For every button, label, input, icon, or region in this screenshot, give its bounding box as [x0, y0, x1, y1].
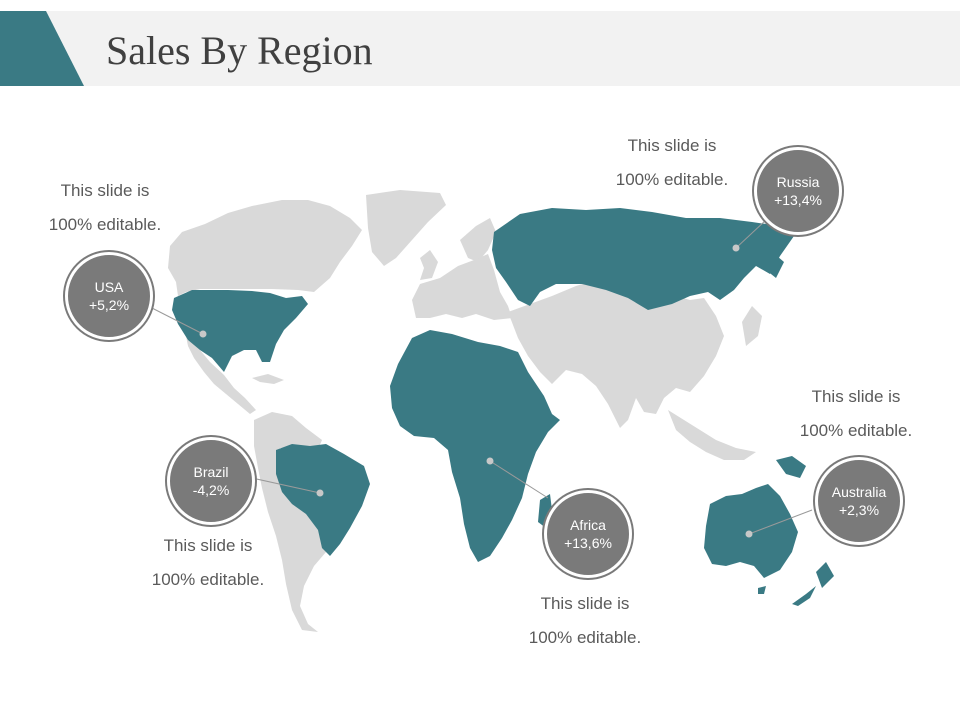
land-japan — [742, 306, 762, 346]
note-australia: This slide is 100% editable. — [781, 380, 931, 448]
region-name: Russia — [776, 174, 820, 190]
region-new-zealand — [816, 562, 834, 588]
region-name: Africa — [570, 517, 606, 533]
connectors — [149, 219, 813, 535]
land-se-asia — [668, 410, 756, 460]
region-value: +2,3% — [838, 502, 880, 518]
note-line: 100% editable. — [48, 215, 162, 234]
land-greenland — [366, 190, 446, 266]
region-value: -4,2% — [192, 482, 230, 498]
note-russia: This slide is 100% editable. — [597, 129, 747, 197]
note-line: 100% editable. — [615, 170, 729, 189]
land-gray — [168, 190, 762, 632]
region-australia-shape — [704, 484, 798, 578]
land-asia — [508, 278, 724, 428]
land-uk — [420, 250, 438, 280]
note-line: This slide is — [811, 387, 901, 406]
dot-russia — [732, 244, 740, 252]
region-value: +13,6% — [564, 535, 612, 551]
land-cuba — [252, 374, 284, 384]
connector-australia — [748, 509, 813, 535]
land-highlighted — [172, 208, 834, 606]
connector-russia — [735, 219, 767, 249]
region-bubble-usa: USA +5,2% — [65, 252, 153, 340]
region-russia-shape — [492, 208, 794, 310]
region-new-zealand-south — [792, 586, 816, 606]
note-line: This slide is — [627, 136, 717, 155]
dot-usa — [199, 330, 207, 338]
connector-africa — [489, 460, 549, 499]
connector-dots — [199, 244, 753, 538]
region-name: Brazil — [193, 464, 229, 480]
region-tasmania — [758, 586, 766, 594]
region-value: +5,2% — [88, 297, 130, 313]
region-russia-east — [766, 250, 784, 278]
land-canada — [168, 200, 362, 296]
note-line: This slide is — [540, 594, 630, 613]
land-europe — [412, 254, 512, 320]
dot-australia — [745, 530, 753, 538]
note-africa: This slide is 100% editable. — [510, 587, 660, 655]
region-africa-shape — [390, 330, 560, 562]
region-bubble-africa: Africa +13,6% — [544, 490, 632, 578]
note-line: This slide is — [163, 536, 253, 555]
region-name: USA — [94, 279, 124, 295]
page-title: Sales By Region — [106, 28, 373, 73]
connector-usa — [149, 306, 204, 335]
note-line: This slide is — [60, 181, 150, 200]
region-brazil-shape — [276, 444, 370, 556]
note-line: 100% editable. — [151, 570, 265, 589]
region-bubble-russia: Russia +13,4% — [754, 147, 842, 235]
note-usa: This slide is 100% editable. — [30, 174, 180, 242]
dot-africa — [486, 457, 494, 465]
region-bubble-brazil: Brazil -4,2% — [167, 437, 255, 525]
title-bar: Sales By Region — [0, 11, 960, 86]
region-bubble-australia: Australia +2,3% — [815, 457, 903, 545]
region-usa-shape — [172, 290, 308, 372]
land-scandinavia — [460, 218, 496, 262]
region-value: +13,4% — [774, 192, 822, 208]
land-mexico — [186, 336, 256, 414]
connector-brazil — [251, 477, 321, 494]
region-name: Australia — [831, 484, 887, 500]
region-new-guinea — [776, 456, 806, 478]
dot-brazil — [316, 489, 324, 497]
note-brazil: This slide is 100% editable. — [133, 529, 283, 597]
note-line: 100% editable. — [799, 421, 913, 440]
land-south-america — [254, 412, 332, 632]
note-line: 100% editable. — [528, 628, 642, 647]
